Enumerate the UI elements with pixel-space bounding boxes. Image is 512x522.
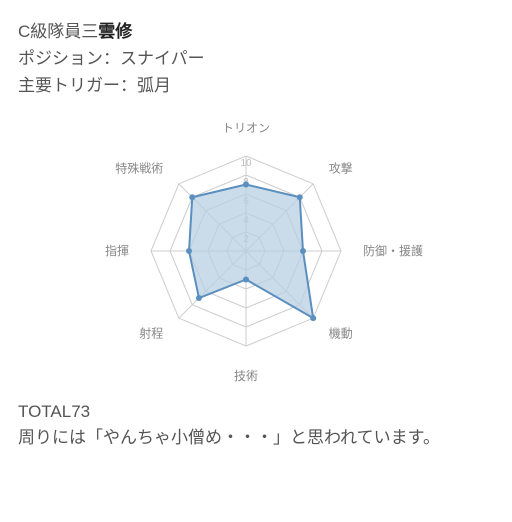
radar-svg: 246810トリオン攻撃防御・援護機動技術射程指揮特殊戦術 [56,106,456,396]
svg-text:特殊戦術: 特殊戦術 [115,160,163,175]
rank-prefix: C級隊員三 [18,22,98,41]
svg-text:攻撃: 攻撃 [329,160,353,175]
svg-text:指揮: 指揮 [105,243,129,258]
svg-text:防御・援護: 防御・援護 [363,243,423,258]
trigger-line: 主要トリガー：弧月 [18,72,494,99]
svg-text:トリオン: トリオン [222,121,270,135]
position-line: ポジション：スナイパー [18,45,494,72]
character-rank-name: C級隊員三雲修 [18,18,494,45]
svg-text:10: 10 [240,158,252,169]
total-line: TOTAL73 [18,402,494,422]
svg-text:射程: 射程 [139,325,163,340]
description-line: 周りには「やんちゃ小僧め・・・」と思われています。 [18,424,494,451]
svg-text:機動: 機動 [329,325,353,340]
total-value: 73 [71,402,90,421]
svg-text:技術: 技術 [234,369,258,383]
total-label: TOTAL [18,402,71,421]
radar-chart: 246810トリオン攻撃防御・援護機動技術射程指揮特殊戦術 [18,106,494,396]
character-name: 雲修 [98,22,132,41]
